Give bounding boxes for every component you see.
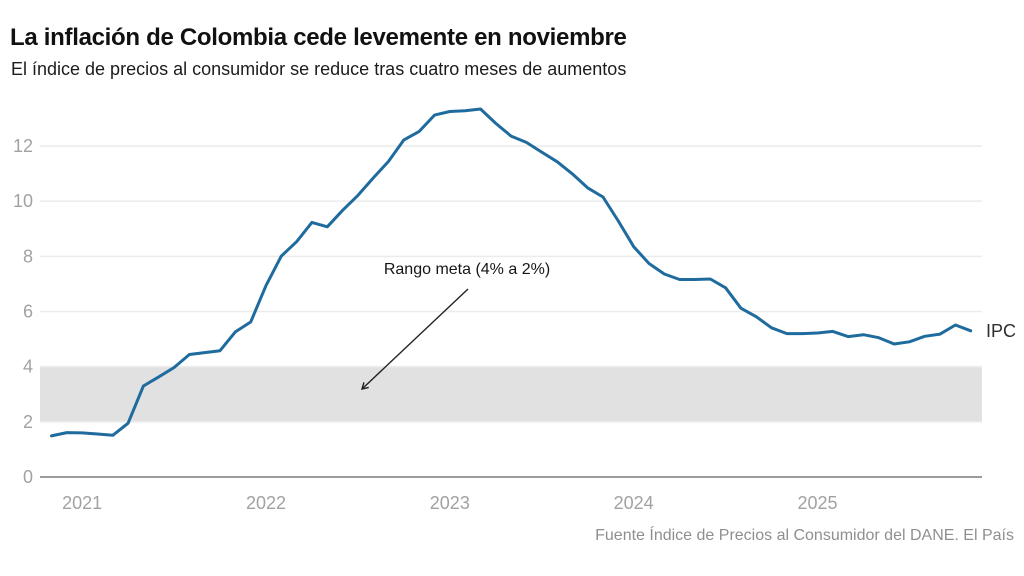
target-band-annotation: Rango meta (4% a 2%)	[383, 261, 551, 278]
y-tick-label: 0	[23, 467, 33, 487]
ipc-line	[50, 107, 973, 438]
x-tick-label: 2023	[430, 493, 470, 513]
x-tick-label: 2022	[246, 493, 286, 513]
chart-subtitle: El índice de precios al consumidor se re…	[11, 59, 627, 79]
annotation-arrow	[360, 288, 469, 390]
y-tick-label: 12	[13, 136, 33, 156]
x-tick-label: 2025	[797, 493, 837, 513]
y-tick-label: 8	[23, 246, 33, 266]
y-tick-label: 10	[13, 191, 33, 211]
series-label-ipc: IPC	[986, 321, 1017, 341]
target-band	[40, 366, 982, 422]
chart-title: La inflación de Colombia cede levemente …	[10, 24, 627, 51]
y-tick-label: 6	[23, 302, 33, 322]
y-tick-label: 2	[23, 412, 33, 432]
x-tick-label: 2021	[62, 493, 102, 513]
y-tick-label: 4	[23, 357, 33, 377]
x-tick-label: 2024	[614, 493, 654, 513]
source-caption: Fuente Índice de Precios al Consumidor d…	[595, 527, 1014, 544]
